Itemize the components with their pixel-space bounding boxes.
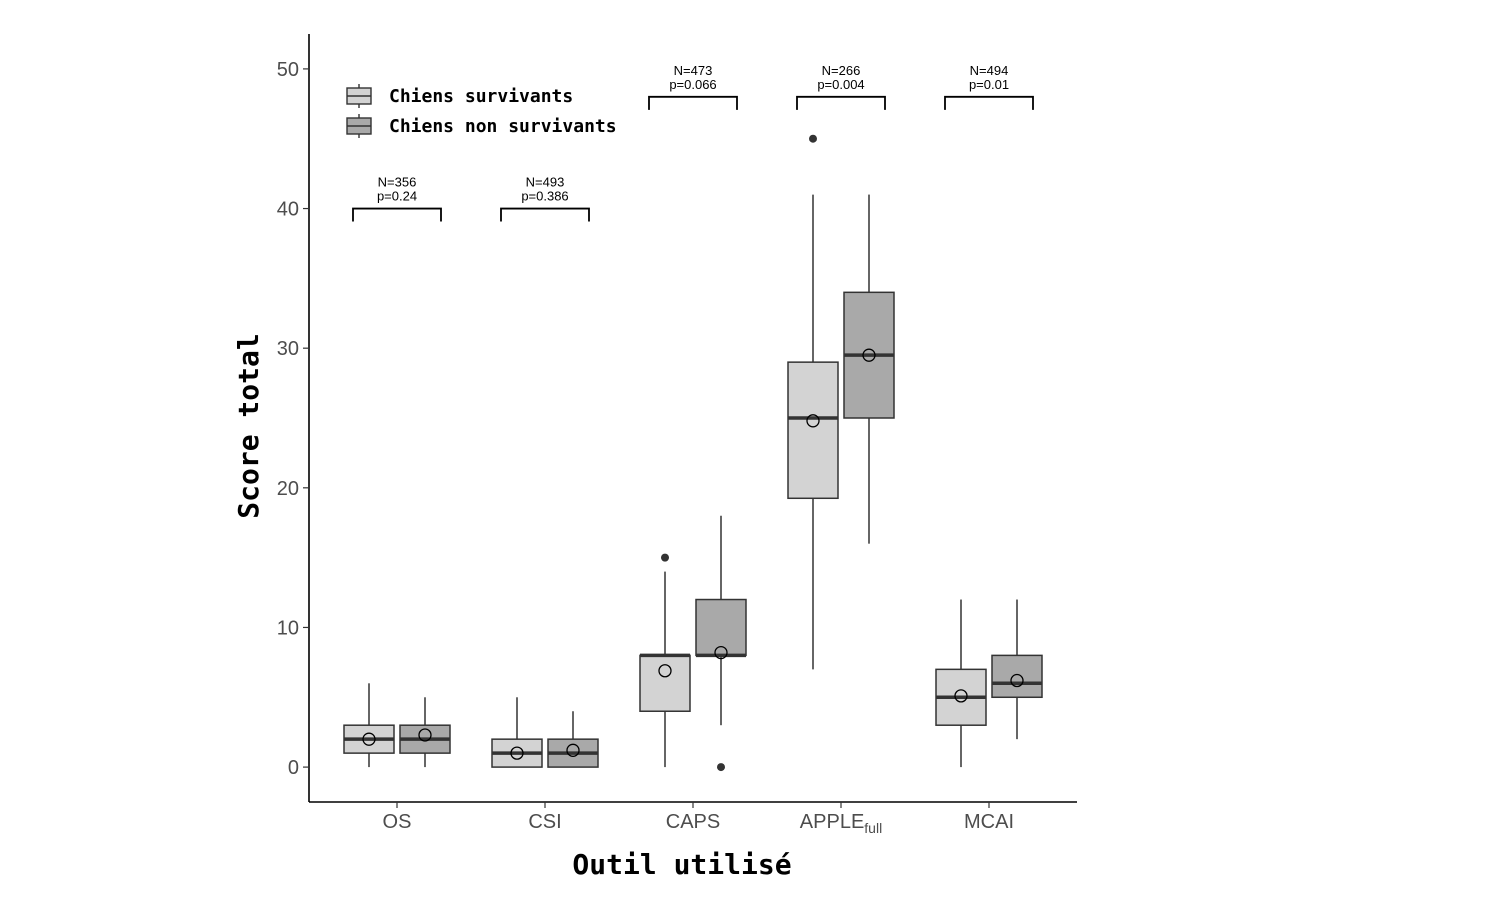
mean-marker (954, 689, 968, 703)
x-tick-label-main: MCAI (964, 811, 1014, 833)
x-ticks: OS CSI CAPS APPLEfull MCAI (383, 802, 1014, 836)
annotation-p: p=0.24 (377, 189, 417, 204)
x-tick-label: MCAI (964, 811, 1014, 833)
significance-bracket (944, 95, 1034, 110)
x-tick-label: APPLEfull (800, 811, 882, 836)
y-axis-title: Score total (232, 333, 265, 518)
x-tick-label-subscript: full (864, 820, 882, 836)
annotation-p: p=0.386 (521, 189, 568, 204)
y-ticks: 0 10 20 30 40 50 (277, 59, 309, 779)
boxes (343, 134, 1043, 772)
mean-marker (1010, 673, 1024, 688)
significance-bracket (648, 95, 738, 110)
annotation-p: p=0.004 (817, 77, 864, 92)
significance-bracket (796, 95, 886, 110)
legend-label: Chiens non survivants (389, 116, 617, 137)
box-survivants (787, 134, 839, 670)
box-non-survivants (843, 194, 895, 544)
box-non-survivants (399, 697, 451, 768)
box-survivants (343, 683, 395, 768)
annotation-n: N=266 (822, 63, 861, 78)
y-tick-label: 0 (288, 757, 299, 779)
x-tick-label: OS (383, 811, 412, 833)
x-tick-label-main: APPLE (800, 811, 864, 833)
annotation-n: N=493 (526, 175, 565, 190)
x-axis-title: Outil utilisé (572, 848, 791, 881)
mean-marker (714, 645, 728, 660)
mean-marker (566, 743, 580, 757)
annotation-n: N=494 (970, 63, 1009, 78)
mean-marker (510, 746, 524, 760)
mean-marker (862, 348, 876, 362)
mean-marker (806, 414, 820, 428)
box-non-survivants (695, 515, 747, 772)
annotation-n: N=473 (674, 63, 713, 78)
mean-marker (418, 728, 432, 742)
x-tick-label: CAPS (666, 811, 720, 833)
x-tick-label-main: CAPS (666, 811, 720, 833)
outlier-point (661, 553, 669, 562)
box-iqr (787, 361, 839, 500)
legend-key (346, 84, 372, 108)
box-survivants (491, 697, 543, 768)
annotation-p: p=0.01 (969, 77, 1009, 92)
y-tick-label: 20 (277, 478, 299, 500)
x-tick-label: CSI (528, 811, 561, 833)
box-non-survivants (991, 599, 1043, 740)
mean-marker (362, 732, 376, 746)
legend: Chiens survivants Chiens non survivants (346, 84, 617, 138)
x-tick-label-main: OS (383, 811, 412, 833)
annotation-p: p=0.066 (669, 77, 716, 92)
y-tick-label: 10 (277, 617, 299, 639)
legend-key (346, 114, 372, 138)
box-survivants (639, 553, 691, 768)
outlier-point (717, 763, 725, 772)
legend-label: Chiens survivants (389, 86, 573, 107)
y-tick-label: 30 (277, 338, 299, 360)
significance-bracket (500, 207, 590, 222)
box-iqr (991, 654, 1043, 699)
x-tick-label-main: CSI (528, 811, 561, 833)
significance-bracket (352, 207, 442, 222)
y-tick-label: 40 (277, 199, 299, 221)
outlier-point (809, 134, 817, 143)
annotation-n: N=356 (378, 175, 417, 190)
box-non-survivants (547, 711, 599, 768)
box-iqr (639, 654, 691, 712)
mean-marker (658, 664, 672, 678)
box-survivants (935, 599, 987, 768)
y-tick-label: 50 (277, 59, 299, 81)
